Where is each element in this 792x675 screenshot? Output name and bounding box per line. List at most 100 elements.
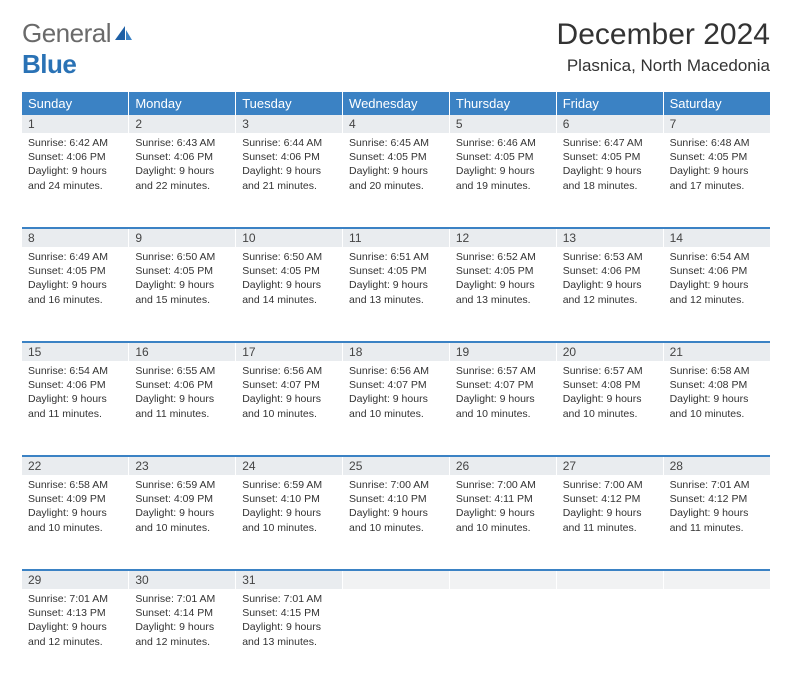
daylight-text-2: and 16 minutes. (28, 293, 122, 307)
day-info-cell (449, 589, 556, 675)
sunset-text: Sunset: 4:06 PM (28, 378, 122, 392)
daylight-text-2: and 10 minutes. (242, 407, 336, 421)
sunset-text: Sunset: 4:07 PM (456, 378, 550, 392)
weekday-header: Sunday (22, 92, 129, 115)
daylight-text-2: and 13 minutes. (456, 293, 550, 307)
sunrise-text: Sunrise: 6:46 AM (456, 136, 550, 150)
daylight-text-2: and 15 minutes. (135, 293, 229, 307)
daylight-text-2: and 10 minutes. (349, 521, 443, 535)
sunset-text: Sunset: 4:05 PM (349, 264, 443, 278)
day-number-cell: 7 (663, 115, 770, 133)
sunrise-text: Sunrise: 6:56 AM (242, 364, 336, 378)
sunset-text: Sunset: 4:05 PM (456, 150, 550, 164)
sunset-text: Sunset: 4:05 PM (135, 264, 229, 278)
day-number-cell: 24 (236, 456, 343, 475)
day-info-row: Sunrise: 6:58 AMSunset: 4:09 PMDaylight:… (22, 475, 770, 561)
day-info-cell: Sunrise: 6:58 AMSunset: 4:09 PMDaylight:… (22, 475, 129, 561)
day-number-row: 22232425262728 (22, 456, 770, 475)
daylight-text-2: and 11 minutes. (563, 521, 657, 535)
daylight-text: Daylight: 9 hours (456, 278, 550, 292)
logo: General Blue (22, 18, 133, 80)
day-info-cell: Sunrise: 6:57 AMSunset: 4:08 PMDaylight:… (556, 361, 663, 447)
day-info-cell: Sunrise: 6:59 AMSunset: 4:09 PMDaylight:… (129, 475, 236, 561)
day-info-cell: Sunrise: 7:01 AMSunset: 4:15 PMDaylight:… (236, 589, 343, 675)
day-info-cell: Sunrise: 6:50 AMSunset: 4:05 PMDaylight:… (129, 247, 236, 333)
day-info-cell (343, 589, 450, 675)
daylight-text-2: and 12 minutes. (670, 293, 764, 307)
daylight-text-2: and 11 minutes. (28, 407, 122, 421)
daylight-text: Daylight: 9 hours (670, 278, 764, 292)
sunrise-text: Sunrise: 6:54 AM (28, 364, 122, 378)
logo-word-blue: Blue (22, 49, 76, 79)
day-number-cell: 30 (129, 570, 236, 589)
sunset-text: Sunset: 4:10 PM (242, 492, 336, 506)
daylight-text: Daylight: 9 hours (563, 506, 657, 520)
sunrise-text: Sunrise: 6:57 AM (563, 364, 657, 378)
sunrise-text: Sunrise: 6:57 AM (456, 364, 550, 378)
day-info-cell: Sunrise: 7:00 AMSunset: 4:12 PMDaylight:… (556, 475, 663, 561)
day-info-cell: Sunrise: 6:47 AMSunset: 4:05 PMDaylight:… (556, 133, 663, 219)
day-number-cell: 28 (663, 456, 770, 475)
daylight-text: Daylight: 9 hours (28, 392, 122, 406)
daylight-text-2: and 19 minutes. (456, 179, 550, 193)
calendar-table: SundayMondayTuesdayWednesdayThursdayFrid… (22, 92, 770, 675)
day-number-cell: 14 (663, 228, 770, 247)
day-number-cell (556, 570, 663, 589)
daylight-text-2: and 21 minutes. (242, 179, 336, 193)
day-number-cell (449, 570, 556, 589)
weekday-header: Tuesday (236, 92, 343, 115)
weekday-header: Thursday (449, 92, 556, 115)
daylight-text-2: and 10 minutes. (135, 521, 229, 535)
daylight-text-2: and 13 minutes. (242, 635, 336, 649)
weekday-header: Wednesday (343, 92, 450, 115)
daylight-text: Daylight: 9 hours (242, 164, 336, 178)
day-info-cell: Sunrise: 6:58 AMSunset: 4:08 PMDaylight:… (663, 361, 770, 447)
day-info-cell: Sunrise: 6:57 AMSunset: 4:07 PMDaylight:… (449, 361, 556, 447)
sunset-text: Sunset: 4:12 PM (563, 492, 657, 506)
daylight-text: Daylight: 9 hours (135, 278, 229, 292)
day-number-cell: 25 (343, 456, 450, 475)
daylight-text-2: and 20 minutes. (349, 179, 443, 193)
day-info-cell: Sunrise: 7:01 AMSunset: 4:14 PMDaylight:… (129, 589, 236, 675)
sunrise-text: Sunrise: 6:56 AM (349, 364, 443, 378)
sunrise-text: Sunrise: 6:44 AM (242, 136, 336, 150)
daylight-text: Daylight: 9 hours (242, 392, 336, 406)
day-number-cell: 11 (343, 228, 450, 247)
weekday-header: Friday (556, 92, 663, 115)
day-number-cell: 3 (236, 115, 343, 133)
day-number-cell: 13 (556, 228, 663, 247)
logo-sail-icon (113, 18, 133, 48)
sunset-text: Sunset: 4:05 PM (28, 264, 122, 278)
sunrise-text: Sunrise: 6:50 AM (135, 250, 229, 264)
daylight-text: Daylight: 9 hours (242, 278, 336, 292)
sunrise-text: Sunrise: 6:58 AM (28, 478, 122, 492)
sunrise-text: Sunrise: 6:42 AM (28, 136, 122, 150)
daylight-text-2: and 11 minutes. (670, 521, 764, 535)
daylight-text: Daylight: 9 hours (135, 506, 229, 520)
day-number-cell: 23 (129, 456, 236, 475)
day-info-cell: Sunrise: 6:51 AMSunset: 4:05 PMDaylight:… (343, 247, 450, 333)
page-header: General Blue December 2024 Plasnica, Nor… (22, 18, 770, 80)
day-info-cell: Sunrise: 6:54 AMSunset: 4:06 PMDaylight:… (663, 247, 770, 333)
sunset-text: Sunset: 4:06 PM (242, 150, 336, 164)
sunrise-text: Sunrise: 6:55 AM (135, 364, 229, 378)
day-info-row: Sunrise: 6:42 AMSunset: 4:06 PMDaylight:… (22, 133, 770, 219)
sunset-text: Sunset: 4:05 PM (670, 150, 764, 164)
title-block: December 2024 Plasnica, North Macedonia (557, 18, 770, 76)
sunrise-text: Sunrise: 6:50 AM (242, 250, 336, 264)
day-info-cell: Sunrise: 7:01 AMSunset: 4:13 PMDaylight:… (22, 589, 129, 675)
day-info-cell: Sunrise: 7:00 AMSunset: 4:11 PMDaylight:… (449, 475, 556, 561)
day-info-cell (663, 589, 770, 675)
daylight-text-2: and 14 minutes. (242, 293, 336, 307)
sunrise-text: Sunrise: 6:45 AM (349, 136, 443, 150)
daylight-text-2: and 12 minutes. (563, 293, 657, 307)
day-info-row: Sunrise: 7:01 AMSunset: 4:13 PMDaylight:… (22, 589, 770, 675)
sunrise-text: Sunrise: 6:59 AM (135, 478, 229, 492)
sunset-text: Sunset: 4:10 PM (349, 492, 443, 506)
sunrise-text: Sunrise: 7:00 AM (563, 478, 657, 492)
sunset-text: Sunset: 4:12 PM (670, 492, 764, 506)
sunrise-text: Sunrise: 6:49 AM (28, 250, 122, 264)
location-label: Plasnica, North Macedonia (557, 56, 770, 76)
daylight-text: Daylight: 9 hours (135, 164, 229, 178)
daylight-text: Daylight: 9 hours (28, 278, 122, 292)
